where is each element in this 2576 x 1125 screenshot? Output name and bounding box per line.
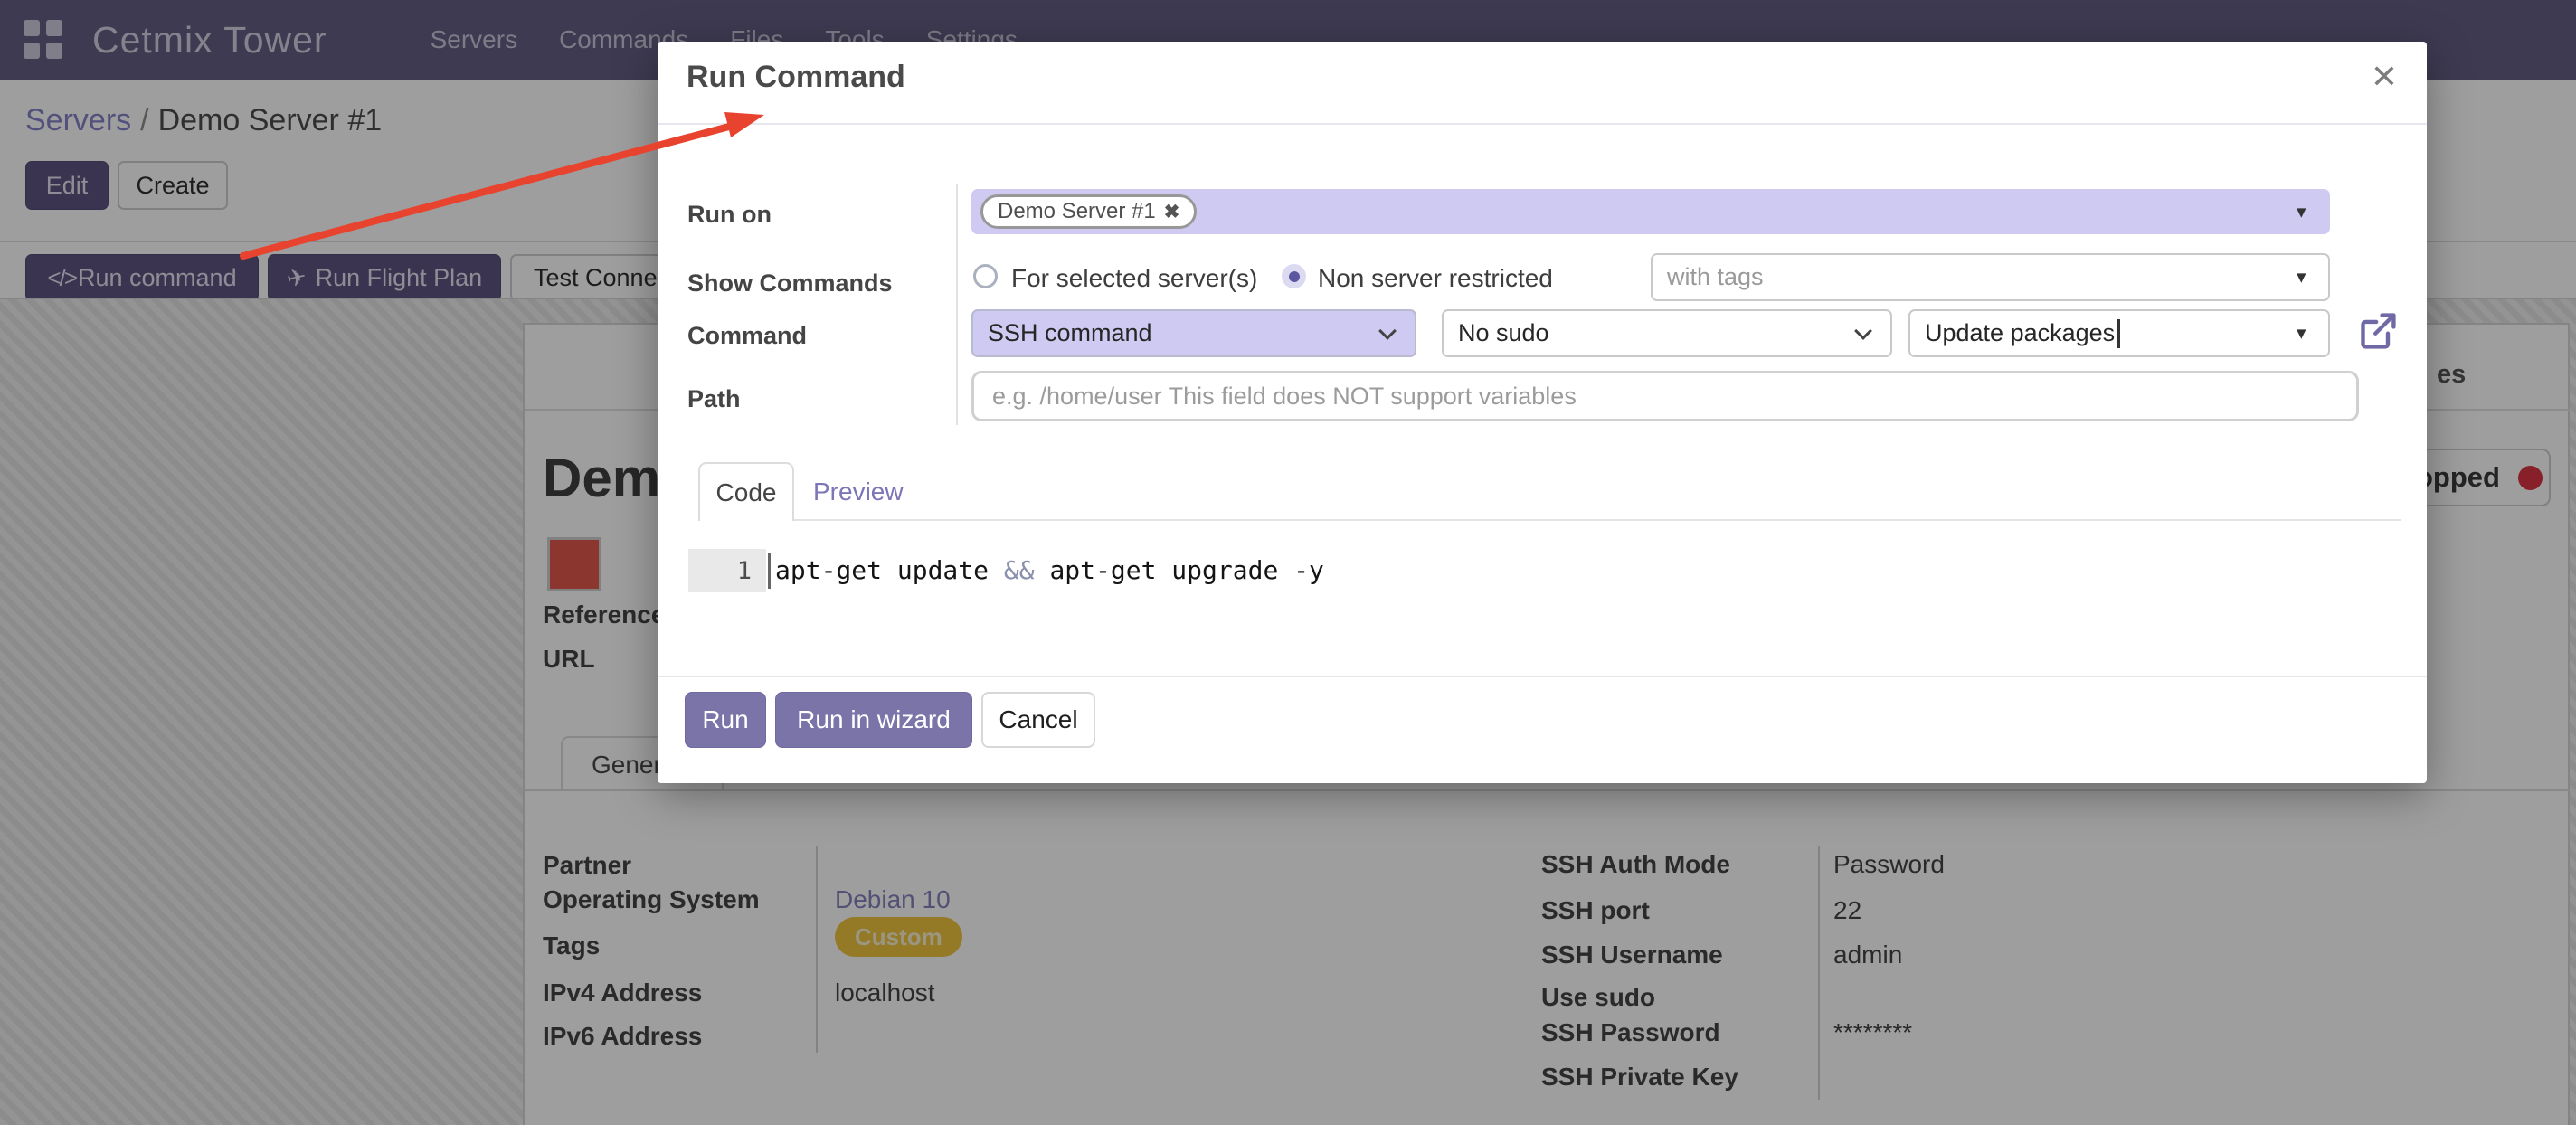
- run-on-label: Run on: [687, 201, 772, 228]
- radio-selected-servers-label[interactable]: For selected server(s): [1011, 264, 1258, 292]
- ssh-auth-mode-value: Password: [1833, 850, 1945, 878]
- os-label: Operating System: [543, 885, 760, 913]
- run-on-caret-icon[interactable]: ▾: [2297, 202, 2306, 222]
- ssh-username-label: SSH Username: [1541, 941, 1723, 969]
- info-left-separator: [816, 846, 818, 1053]
- chip-remove-icon[interactable]: ✖: [1163, 201, 1180, 222]
- status-dot-red: [2518, 465, 2543, 490]
- form-label-separator: [956, 184, 958, 425]
- ssh-auth-mode-label: SSH Auth Mode: [1541, 850, 1730, 878]
- url-label: URL: [543, 645, 595, 673]
- sudo-select[interactable]: No sudo: [1442, 309, 1892, 357]
- path-input[interactable]: [971, 371, 2359, 421]
- command-caret-icon[interactable]: ▾: [2297, 323, 2306, 344]
- ipv4-label: IPv4 Address: [543, 978, 703, 1007]
- code-editor-line[interactable]: apt-get update && apt-get upgrade -y: [775, 555, 1324, 585]
- breadcrumb-servers-link[interactable]: Servers: [25, 103, 132, 137]
- tag-custom: Custom: [835, 917, 962, 957]
- brand-title: Cetmix Tower: [92, 18, 327, 61]
- ssh-password-label: SSH Password: [1541, 1018, 1720, 1046]
- code-icon: </>: [47, 263, 78, 291]
- command-combo-input[interactable]: Update packages: [1908, 309, 2330, 357]
- run-command-modal: Run Command ✕ Run on Demo Server #1 ✖ ▾ …: [658, 42, 2427, 783]
- tags-label: Tags: [543, 931, 601, 960]
- command-label: Command: [687, 322, 808, 349]
- partner-label: Partner: [543, 851, 632, 879]
- tab-preview[interactable]: Preview: [813, 477, 904, 506]
- server-avatar[interactable]: [547, 537, 601, 591]
- edit-button[interactable]: Edit: [25, 161, 109, 210]
- external-link-icon[interactable]: [2358, 311, 2398, 355]
- ssh-private-key-label: SSH Private Key: [1541, 1063, 1738, 1091]
- apps-grid-icon[interactable]: [24, 20, 63, 60]
- code-line-number: 1: [688, 549, 766, 592]
- create-button[interactable]: Create: [118, 161, 228, 210]
- modal-title: Run Command: [687, 60, 905, 94]
- show-commands-label: Show Commands: [687, 269, 893, 297]
- modal-footer-divider: [658, 676, 2427, 677]
- ssh-password-value: ********: [1833, 1018, 1913, 1046]
- path-label: Path: [687, 385, 741, 412]
- radio-selected-servers[interactable]: [973, 264, 998, 288]
- tab-code[interactable]: Code: [698, 462, 794, 521]
- text-cursor: [2117, 318, 2121, 348]
- run-button[interactable]: Run: [685, 692, 766, 748]
- with-tags-select[interactable]: with tags: [1651, 253, 2330, 301]
- run-on-multiselect[interactable]: Demo Server #1 ✖: [971, 189, 2330, 234]
- command-type-select[interactable]: SSH command: [971, 309, 1416, 357]
- run-command-button[interactable]: </> Run command: [25, 254, 259, 301]
- server-chip: Demo Server #1 ✖: [980, 194, 1198, 229]
- ipv4-value: localhost: [835, 978, 935, 1007]
- tag-pill-custom: Custom: [835, 917, 962, 957]
- modal-header-divider: [658, 123, 2427, 125]
- menu-item-servers[interactable]: Servers: [430, 25, 518, 53]
- notebook-divider: [525, 789, 2570, 791]
- os-value-link[interactable]: Debian 10: [835, 885, 951, 913]
- info-right-separator: [1818, 846, 1820, 1100]
- run-in-wizard-button[interactable]: Run in wizard: [775, 692, 972, 748]
- cancel-button[interactable]: Cancel: [981, 692, 1095, 748]
- ssh-port-value: 22: [1833, 896, 1862, 924]
- smart-button-truncated[interactable]: es: [2437, 360, 2467, 389]
- ssh-port-label: SSH port: [1541, 896, 1650, 924]
- use-sudo-label: Use sudo: [1541, 983, 1656, 1011]
- ssh-username-value: admin: [1833, 941, 1903, 969]
- code-cursor: [768, 553, 771, 589]
- tabs-underline: [698, 519, 2401, 521]
- with-tags-caret-icon[interactable]: ▾: [2297, 267, 2306, 288]
- reference-label: Reference: [543, 600, 666, 629]
- breadcrumb-separator: /: [140, 103, 149, 137]
- run-flight-plan-button[interactable]: ✈ Run Flight Plan: [268, 254, 501, 301]
- radio-non-restricted[interactable]: [1282, 264, 1306, 288]
- radio-non-restricted-label[interactable]: Non server restricted: [1318, 264, 1553, 292]
- ipv6-label: IPv6 Address: [543, 1022, 703, 1050]
- close-icon[interactable]: ✕: [2370, 58, 2398, 95]
